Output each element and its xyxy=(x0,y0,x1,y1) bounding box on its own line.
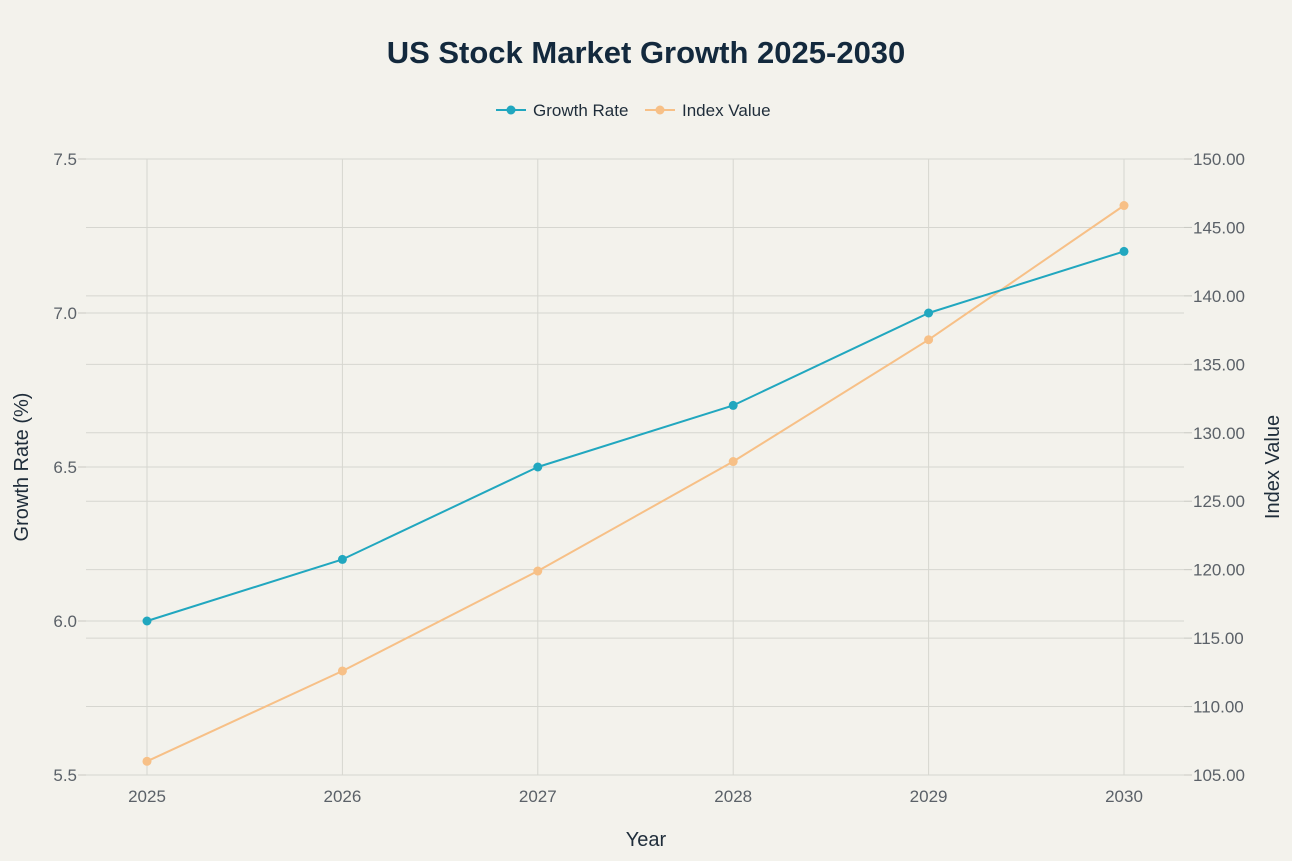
legend-label: Index Value xyxy=(682,101,771,120)
index-value-point[interactable] xyxy=(924,335,934,345)
left-axis-ticks: 5.5 6.0 6.5 7.0 7.5 xyxy=(53,150,86,785)
y2-tick-label: 145.00 xyxy=(1193,218,1245,237)
legend-label: Growth Rate xyxy=(533,101,628,120)
x-axis-ticks: 2025 2026 2027 2028 2029 2030 xyxy=(128,787,1143,806)
index-value-point[interactable] xyxy=(142,756,152,766)
x-tick-label: 2030 xyxy=(1105,787,1143,806)
index-value-point[interactable] xyxy=(728,457,738,467)
index-value-line xyxy=(146,204,1125,763)
y2-tick-label: 110.00 xyxy=(1193,698,1244,717)
y2-tick-label: 115.00 xyxy=(1193,629,1244,648)
y2-tick-label: 105.00 xyxy=(1193,766,1245,785)
grid-lines xyxy=(86,158,1184,776)
growth-rate-line xyxy=(146,250,1125,622)
x-tick-label: 2027 xyxy=(519,787,557,806)
y-tick-label: 7.5 xyxy=(53,150,77,169)
index-value-point[interactable] xyxy=(533,566,543,576)
y2-tick-label: 140.00 xyxy=(1193,287,1245,306)
legend[interactable]: Growth Rate Index Value xyxy=(496,101,771,120)
legend-item-growth-rate[interactable]: Growth Rate xyxy=(496,101,628,120)
right-axis-ticks: 105.00 110.00 115.00 120.00 125.00 130.00 135.… xyxy=(1184,150,1245,785)
x-tick-label: 2029 xyxy=(910,787,948,806)
growth-rate-point[interactable] xyxy=(728,400,738,410)
y2-tick-label: 130.00 xyxy=(1193,424,1245,443)
growth-rate-point[interactable] xyxy=(533,462,543,472)
legend-item-index-value[interactable]: Index Value xyxy=(645,101,771,120)
y2-tick-label: 135.00 xyxy=(1193,355,1245,374)
growth-rate-point[interactable] xyxy=(337,554,347,564)
series-lines xyxy=(142,201,1129,766)
index-value-point[interactable] xyxy=(1119,201,1129,211)
y-tick-label: 7.0 xyxy=(53,304,77,323)
legend-swatch-marker xyxy=(506,105,516,115)
chart-title: US Stock Market Growth 2025-2030 xyxy=(387,35,906,70)
x-tick-label: 2025 xyxy=(128,787,166,806)
growth-rate-point[interactable] xyxy=(1119,246,1129,256)
y-axis-title: Growth Rate (%) xyxy=(11,393,33,542)
y2-axis-title: Index Value xyxy=(1262,415,1284,519)
growth-rate-point[interactable] xyxy=(924,308,934,318)
growth-rate-point[interactable] xyxy=(142,616,152,626)
index-value-point[interactable] xyxy=(337,666,347,676)
x-axis-title: Year xyxy=(626,829,667,851)
y2-tick-label: 150.00 xyxy=(1193,150,1245,169)
y-tick-label: 6.0 xyxy=(53,612,77,631)
y2-tick-label: 120.00 xyxy=(1193,561,1245,580)
x-tick-label: 2028 xyxy=(714,787,752,806)
legend-swatch-marker xyxy=(655,105,665,115)
y2-tick-label: 125.00 xyxy=(1193,492,1245,511)
y-tick-label: 5.5 xyxy=(53,766,77,785)
y-tick-label: 6.5 xyxy=(53,458,77,477)
x-tick-label: 2026 xyxy=(323,787,361,806)
